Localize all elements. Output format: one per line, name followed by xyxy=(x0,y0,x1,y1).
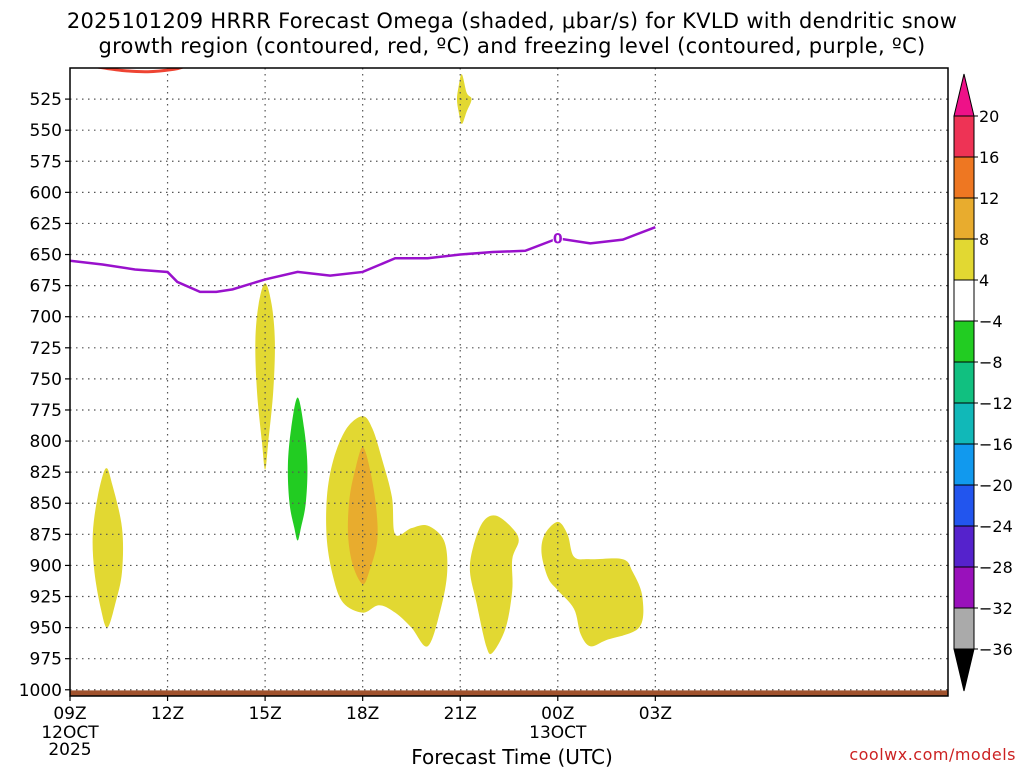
colorbar-label-7: −8 xyxy=(979,353,1003,372)
omega-region-5 xyxy=(347,447,378,585)
x-tick-sublabel-13OCT: 13OCT xyxy=(529,723,587,743)
x-tick-label-21Z: 21Z xyxy=(444,704,477,724)
y-tick-label-750: 750 xyxy=(30,370,62,390)
colorbar-swatch-5 xyxy=(953,279,975,322)
y-tick-label-700: 700 xyxy=(30,308,62,328)
y-tick-label-725: 725 xyxy=(30,339,62,359)
y-tick-label-1000: 1000 xyxy=(19,681,62,701)
y-tick-label-775: 775 xyxy=(30,401,62,421)
colorbar-label-13: −32 xyxy=(979,599,1013,618)
colorbar-swatch-12 xyxy=(953,566,975,609)
x-tick-label-12Z: 12Z xyxy=(151,704,184,724)
x-tick-label-18Z: 18Z xyxy=(346,704,379,724)
colorbar-label-2: 16 xyxy=(979,148,999,167)
freezing-level-label-bg xyxy=(552,230,563,247)
x-axis-title: Forecast Time (UTC) xyxy=(411,745,613,769)
x-tick-label-15Z: 15Z xyxy=(248,704,281,724)
freezing-level-line xyxy=(70,226,656,294)
colorbar-swatch-3 xyxy=(953,197,975,240)
y-tick-label-850: 850 xyxy=(30,494,62,514)
colorbar-label-9: −16 xyxy=(979,435,1013,454)
x-tick-sublabel-12OCT: 12OCT xyxy=(41,723,99,743)
y-tick-label-925: 925 xyxy=(30,588,62,608)
x-tick-label-09Z: 09Z xyxy=(53,704,86,724)
colorbar-label-6: −4 xyxy=(979,312,1003,331)
y-tick-label-825: 825 xyxy=(30,463,62,483)
y-tick-label-625: 625 xyxy=(30,214,62,234)
omega-region-2 xyxy=(255,283,275,470)
colorbar-top-arrow xyxy=(953,73,975,117)
y-tick-label-575: 575 xyxy=(30,152,62,172)
y-tick-label-600: 600 xyxy=(30,183,62,203)
y-tick-label-875: 875 xyxy=(30,525,62,545)
colorbar-swatch-9 xyxy=(953,443,975,486)
credit-link[interactable]: coolwx.com/models xyxy=(849,745,1016,764)
freezing-level-label: 0 xyxy=(553,231,563,247)
colorbar-swatch-1 xyxy=(953,115,975,158)
x-tick-label-03Z: 03Z xyxy=(639,704,672,724)
colorbar-swatch-11 xyxy=(953,525,975,568)
colorbar-label-8: −12 xyxy=(979,394,1013,413)
y-tick-label-950: 950 xyxy=(30,619,62,639)
chart-title-line-2: growth region (contoured, red, ºC) and f… xyxy=(98,34,926,58)
colorbar-label-10: −20 xyxy=(979,476,1013,495)
chart-title-line-1: 2025101209 HRRR Forecast Omega (shaded, … xyxy=(66,9,958,33)
y-tick-label-650: 650 xyxy=(30,246,62,266)
colorbar-swatch-4 xyxy=(953,238,975,281)
omega-region-6 xyxy=(469,515,519,655)
y-tick-label-975: 975 xyxy=(30,650,62,670)
y-tick-label-550: 550 xyxy=(30,121,62,141)
colorbar-bottom-arrow xyxy=(953,648,975,692)
omega-shading xyxy=(92,74,644,655)
plot-frame xyxy=(69,67,949,697)
omega-region-1 xyxy=(92,468,124,628)
colorbar-swatch-6 xyxy=(953,320,975,363)
colorbar-swatch-7 xyxy=(953,361,975,404)
omega-region-7 xyxy=(541,521,644,647)
colorbar-label-11: −24 xyxy=(979,517,1013,536)
y-tick-label-675: 675 xyxy=(30,277,62,297)
colorbar-label-5: 4 xyxy=(979,271,989,290)
x-tick-sublabel-2025: 2025 xyxy=(48,740,91,760)
colorbar-swatch-2 xyxy=(953,156,975,199)
colorbar-swatch-13 xyxy=(953,607,975,650)
y-tick-label-525: 525 xyxy=(30,90,62,110)
surface-terrain xyxy=(70,690,948,696)
colorbar-label-12: −28 xyxy=(979,558,1013,577)
colorbar-label-4: 8 xyxy=(979,230,989,249)
omega-region-3 xyxy=(287,397,308,541)
colorbar-label-14: −36 xyxy=(979,640,1013,659)
colorbar-swatch-8 xyxy=(953,402,975,445)
y-tick-label-800: 800 xyxy=(30,432,62,452)
y-tick-label-900: 900 xyxy=(30,556,62,576)
colorbar-label-3: 12 xyxy=(979,189,999,208)
colorbar-label-1: 20 xyxy=(979,107,999,126)
colorbar-swatch-10 xyxy=(953,484,975,527)
x-tick-label-00Z: 00Z xyxy=(541,704,574,724)
